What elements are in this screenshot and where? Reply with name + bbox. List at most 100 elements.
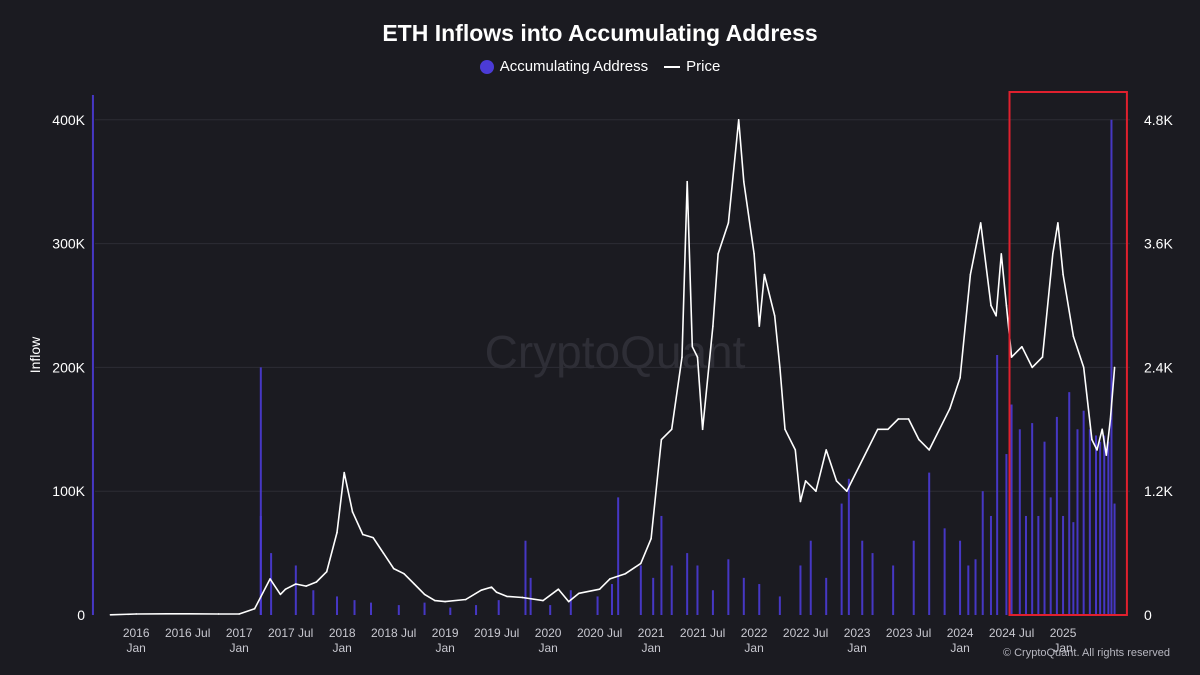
bar [1082, 410, 1085, 615]
price-point [948, 407, 951, 410]
price-point [1109, 418, 1112, 420]
bar [1088, 429, 1091, 615]
x-tick-label: 2016 Jul [165, 626, 210, 640]
legend-swatch-circle [479, 59, 494, 74]
bar [778, 596, 781, 615]
price-point [413, 583, 416, 585]
price-point [1105, 454, 1108, 456]
bar [91, 95, 94, 615]
y-axis-right: 0 1.2K 2.4K 3.6K 4.8K [1144, 112, 1173, 623]
price-point [343, 471, 346, 474]
y-right-tick-label: 0 [1144, 607, 1152, 623]
bar [871, 553, 874, 615]
x-tick-sublabel: Jan [847, 641, 866, 655]
price-point [325, 570, 328, 573]
bar [670, 565, 673, 615]
price-point [1051, 253, 1054, 255]
price-point [650, 537, 652, 540]
x-tick-label: 2017 [226, 626, 253, 640]
price-point [567, 600, 570, 603]
price-point [727, 222, 730, 224]
price-point [670, 428, 673, 431]
legend-item-accumulating-address[interactable]: Accumulating Address [479, 58, 648, 75]
price-point [845, 490, 848, 492]
price-point [1082, 366, 1085, 369]
price-point [490, 586, 493, 588]
price-point [1091, 438, 1093, 441]
bar [610, 584, 613, 615]
legend-item-price[interactable]: Price [664, 58, 720, 75]
x-tick-label: 2024 [947, 626, 974, 640]
grid-lines [95, 119, 1130, 492]
price-point [315, 581, 318, 583]
bar [1005, 454, 1008, 615]
x-tick-label: 2023 Jul [886, 626, 931, 640]
bar [397, 605, 400, 615]
bar-series-accumulating-address [91, 95, 1116, 615]
x-tick-label: 2021 [638, 626, 665, 640]
bar [660, 515, 663, 615]
x-tick-label: 2022 [741, 626, 768, 640]
bar [1103, 435, 1106, 615]
price-point [1031, 366, 1033, 369]
bar [912, 540, 915, 615]
y-right-tick-label: 1.2K [1144, 483, 1173, 499]
bar [981, 491, 984, 615]
y-axis-title: Inflow [27, 336, 43, 373]
y-left-tick-label: 0 [77, 607, 85, 623]
price-point [784, 428, 786, 431]
price-point [979, 222, 982, 224]
price-point [135, 613, 137, 615]
bar [1055, 416, 1058, 615]
bar [259, 367, 262, 615]
price-point [959, 376, 961, 379]
price-point [804, 480, 807, 482]
price-point [1005, 304, 1008, 307]
price-point [897, 418, 900, 420]
price-point [686, 180, 688, 183]
x-tick-label: 2023 [844, 626, 871, 640]
legend-label-price: Price [686, 58, 721, 75]
x-tick-sublabel: Jan [950, 641, 969, 655]
bar [1024, 515, 1027, 615]
legend-swatch-line [664, 65, 681, 68]
price-point [696, 356, 699, 358]
price-point [825, 449, 827, 451]
x-tick-label: 2019 [432, 626, 459, 640]
price-point [758, 325, 761, 327]
y-left-tick-label: 200K [52, 359, 85, 375]
price-point [990, 304, 992, 307]
price-point [876, 428, 879, 431]
chart-legend: Accumulating Address Price [0, 58, 1200, 75]
price-point [928, 449, 930, 451]
bar [996, 355, 999, 615]
price-point [186, 612, 189, 615]
price-point [542, 599, 544, 602]
watermark-text: CryptoQuant [485, 326, 746, 378]
bar [336, 596, 339, 615]
price-point [794, 449, 797, 451]
price-point [907, 418, 910, 420]
price-point [835, 480, 838, 482]
bar [696, 565, 699, 615]
bar [928, 472, 931, 615]
x-tick-label: 2020 Jul [577, 626, 622, 640]
bar [1031, 423, 1034, 615]
price-point [598, 588, 601, 591]
x-tick-sublabel: Jan [229, 641, 248, 655]
price-point [753, 253, 755, 255]
price-point [1101, 428, 1103, 431]
x-tick-sublabel: Jan [538, 641, 557, 655]
highlight-box [1008, 91, 1128, 616]
price-point [495, 591, 498, 594]
price-point [1000, 253, 1003, 255]
bar [727, 559, 730, 615]
price-point [779, 366, 781, 369]
bar [758, 584, 761, 615]
price-point [743, 180, 745, 183]
bar [370, 602, 372, 615]
price-point [295, 583, 297, 585]
price-point [737, 118, 740, 121]
bar [1062, 515, 1065, 615]
